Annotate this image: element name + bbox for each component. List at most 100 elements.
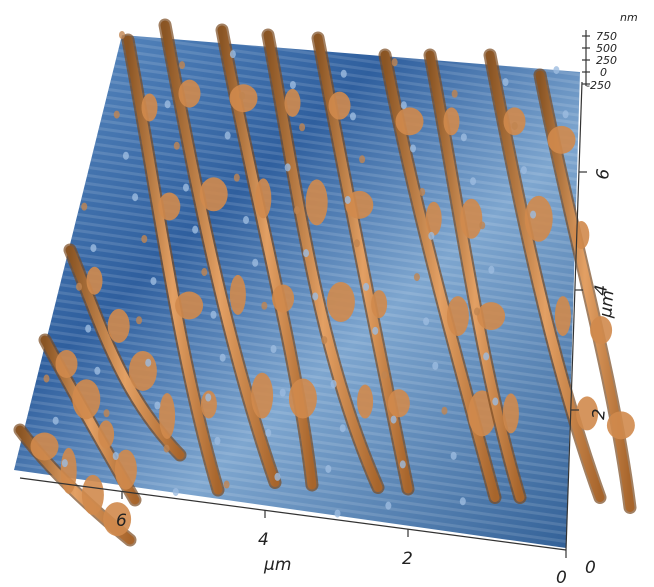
grain (396, 107, 424, 135)
grain (345, 196, 351, 204)
grain (119, 31, 125, 39)
x-tick-label: 4 (258, 530, 269, 550)
grain (555, 296, 571, 336)
grain (81, 203, 87, 211)
grain (272, 284, 294, 312)
grain (553, 66, 559, 74)
grain (400, 460, 406, 468)
grain (447, 296, 469, 336)
grain (512, 122, 518, 130)
grain (371, 290, 387, 318)
grain (31, 433, 59, 461)
grain (428, 232, 434, 240)
grain (183, 184, 189, 192)
grain (357, 385, 373, 419)
grain (345, 191, 373, 219)
grain (265, 429, 271, 437)
z-tick-label: -250 (586, 79, 611, 92)
grain (132, 193, 138, 201)
grain (359, 155, 365, 163)
grain (239, 92, 245, 100)
grain (173, 488, 179, 496)
grain (385, 502, 391, 510)
grain (280, 389, 286, 397)
grain (114, 111, 120, 119)
grain (563, 110, 569, 118)
z-tick-label: 0 (600, 66, 607, 79)
grain (441, 407, 447, 415)
grain (294, 206, 300, 214)
grain (321, 336, 327, 344)
z-unit: nm (620, 11, 638, 24)
grain (285, 163, 291, 171)
surface (14, 25, 635, 548)
grain (299, 123, 305, 131)
grain (104, 409, 110, 417)
afm-figure: nm 750 500 250 0 -250 6 4 2 0 µm 0 2 4 µ… (0, 0, 654, 587)
grain (312, 292, 318, 300)
grain (548, 126, 576, 154)
grain (327, 282, 355, 322)
grain (479, 221, 485, 229)
grain (381, 371, 387, 379)
grain (175, 292, 203, 320)
grain (271, 345, 277, 353)
grain (607, 411, 635, 439)
grain (142, 94, 158, 122)
grain (388, 389, 410, 417)
grain (94, 367, 100, 375)
grain (492, 398, 498, 406)
grain (214, 437, 220, 445)
grain (470, 177, 476, 185)
x-tick-label: 2 (402, 549, 413, 569)
grain (392, 58, 398, 66)
grain (504, 107, 526, 135)
grain (329, 92, 351, 120)
y-tick-label: 6 (593, 168, 614, 181)
grain (43, 375, 49, 383)
grain (210, 311, 216, 319)
grain (230, 50, 236, 58)
grain (76, 283, 82, 291)
grain (252, 259, 258, 267)
grain (220, 354, 226, 362)
grain (145, 359, 151, 367)
grain (461, 133, 467, 141)
grain (123, 152, 129, 160)
grain (87, 267, 103, 295)
grain (56, 350, 78, 378)
grain (62, 459, 68, 467)
grain (85, 325, 91, 333)
grain (391, 416, 397, 424)
grain (200, 177, 228, 211)
grain (290, 81, 296, 89)
grain (179, 80, 201, 108)
grain (306, 179, 328, 225)
grain (255, 178, 271, 218)
grain (53, 417, 59, 425)
grain (285, 89, 301, 117)
grain (159, 393, 175, 439)
grain (452, 90, 458, 98)
grain (372, 327, 378, 335)
grain (573, 221, 589, 249)
grain (590, 316, 612, 344)
grain (192, 226, 198, 234)
grain (477, 302, 505, 330)
grain (158, 193, 180, 221)
grain (414, 273, 420, 281)
x-axis-label: µm (263, 555, 291, 575)
grain (154, 402, 160, 410)
grain (150, 277, 156, 285)
grain (341, 70, 347, 78)
grain (174, 142, 180, 150)
grain (289, 379, 317, 419)
grain (460, 497, 466, 505)
grain (205, 393, 211, 401)
grain (354, 239, 360, 247)
grain (410, 144, 416, 152)
grain (61, 448, 77, 494)
grain (224, 481, 230, 489)
grain (503, 393, 519, 433)
grain (230, 275, 246, 315)
